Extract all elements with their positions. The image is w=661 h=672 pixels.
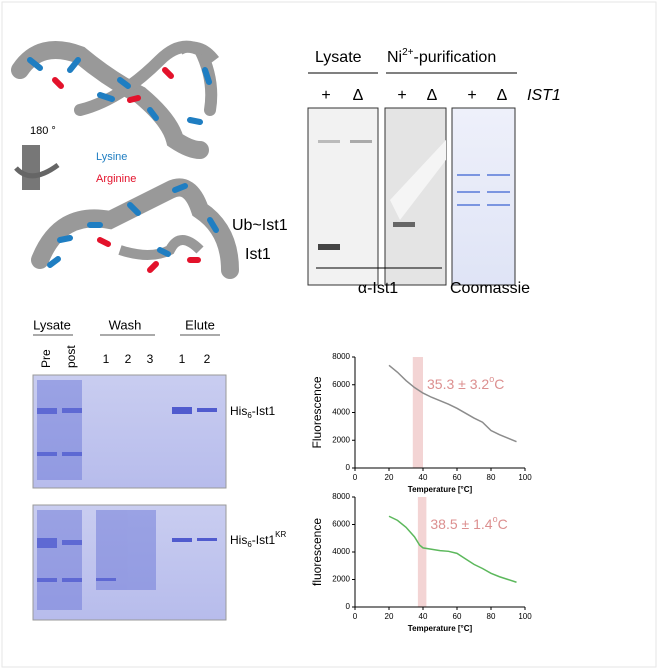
lane-label: + — [397, 87, 406, 104]
lane-label: + — [321, 87, 330, 104]
structure-bottom — [31, 178, 239, 279]
y-axis-label: Fluorescence — [310, 376, 324, 448]
y-tick-label: 6000 — [332, 380, 350, 389]
lane-label: + — [467, 87, 476, 104]
blot-panel — [307, 107, 379, 286]
y-tick-label: 0 — [346, 602, 351, 611]
y-tick-label: 6000 — [332, 520, 350, 529]
band-label: Ub~Ist1 — [232, 217, 288, 234]
x-tick-label: 100 — [518, 612, 532, 621]
highlight-band — [412, 357, 423, 468]
gel-group: Lysate — [33, 317, 71, 332]
highlight-band — [417, 497, 427, 607]
y-tick-label: 2000 — [332, 435, 350, 444]
lane-label: 3 — [147, 352, 154, 366]
lane-label: 2 — [125, 352, 132, 366]
annotation-part: C — [498, 516, 508, 532]
gene-label: IST1 — [527, 87, 561, 104]
band — [318, 244, 340, 250]
y-tick-label: 2000 — [332, 575, 350, 584]
rotation-icon — [14, 145, 60, 190]
y-tick-label: 8000 — [332, 352, 350, 361]
lane-label: Pre — [39, 349, 53, 368]
x-tick-label: 80 — [487, 473, 496, 482]
x-tick-label: 20 — [385, 612, 394, 621]
x-tick-label: 80 — [487, 612, 496, 621]
lane-label: post — [64, 345, 78, 368]
x-tick-label: 100 — [518, 473, 532, 482]
legend-lysine: Lysine — [96, 151, 127, 163]
y-tick-label: 4000 — [332, 408, 350, 417]
y-tick-label: 0 — [346, 463, 351, 472]
data-line — [388, 364, 517, 443]
data-line — [388, 515, 517, 583]
lane-label: Δ — [497, 87, 508, 104]
annotation-part: o — [493, 514, 498, 524]
x-tick-label: 20 — [385, 473, 394, 482]
x-tick-label: 60 — [453, 612, 462, 621]
band — [393, 222, 415, 227]
annotation-part: C — [494, 376, 504, 392]
x-tick-label: 40 — [419, 612, 428, 621]
gel-row-label: His6-Ist1 — [230, 404, 275, 420]
gel-group: Wash — [109, 317, 142, 332]
y-axis-label: fluorescence — [310, 518, 324, 586]
x-tick-label: 60 — [453, 473, 462, 482]
blot-header: Lysate — [315, 49, 362, 66]
blot-header: Ni2+-purification — [387, 47, 496, 67]
structure-top — [11, 40, 219, 159]
rotation-label: 180 ° — [30, 125, 56, 137]
y-tick-label: 4000 — [332, 547, 350, 556]
lane-label: Δ — [353, 87, 364, 104]
band-label: Ist1 — [245, 246, 271, 263]
gel-row-label: His6-Ist1KR — [230, 530, 286, 549]
x-axis-label: Temperature [°C] — [408, 624, 473, 633]
gel-group: Elute — [185, 317, 215, 332]
x-tick-label: 40 — [419, 473, 428, 482]
x-axis-label: Temperature [°C] — [408, 485, 473, 494]
blot-footer: Coomassie — [450, 280, 530, 297]
annotation: 35.3 ± 3.2oC — [427, 374, 504, 391]
lane-label: 2 — [204, 352, 211, 366]
annotation-part: o — [489, 374, 494, 384]
lane-label: Δ — [427, 87, 438, 104]
annotation-part: 38.5 ± 1.4 — [430, 516, 492, 532]
y-tick-label: 8000 — [332, 492, 350, 501]
blot-panel — [451, 107, 516, 286]
x-tick-label: 0 — [353, 612, 358, 621]
lane-label: 1 — [179, 352, 186, 366]
lane-label: 1 — [103, 352, 110, 366]
annotation: 38.5 ± 1.4oC — [430, 514, 507, 531]
blot-footer: α-Ist1 — [358, 280, 398, 297]
annotation-part: 35.3 ± 3.2 — [427, 376, 489, 392]
legend-arginine: Arginine — [96, 173, 136, 185]
x-tick-label: 0 — [353, 473, 358, 482]
